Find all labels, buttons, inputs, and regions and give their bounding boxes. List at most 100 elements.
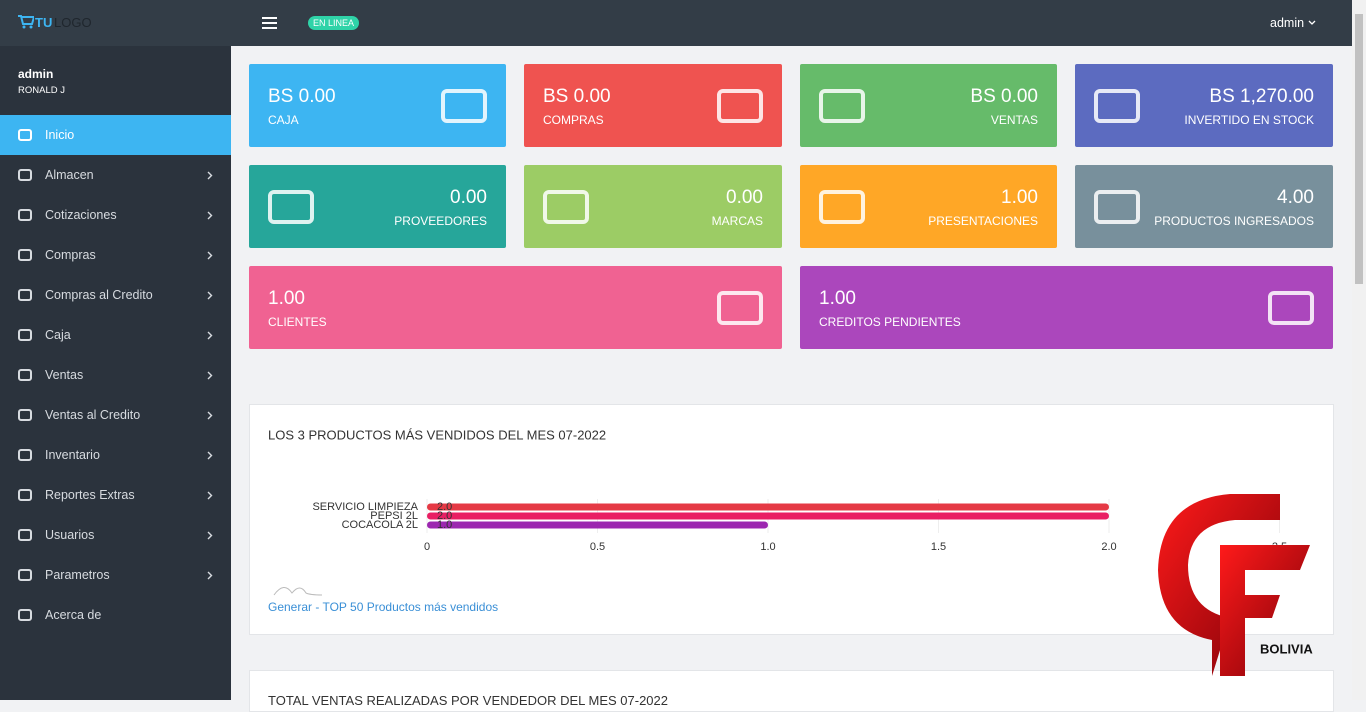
menu-label: Usuarios	[45, 528, 95, 542]
chart-link[interactable]: Generar - TOP 50 Productos más vendidos	[268, 600, 498, 614]
card-label: PROVEEDORES	[394, 214, 487, 228]
menu-item[interactable]: Compras	[0, 235, 231, 275]
stat-card[interactable]: 0.00 MARCAS	[524, 165, 782, 248]
card-icon	[268, 190, 314, 224]
stat-card[interactable]: BS 0.00 VENTAS	[800, 64, 1057, 147]
menu-item[interactable]: Almacen	[0, 155, 231, 195]
category-label: COCACOLA 2L	[342, 519, 418, 531]
menu-item[interactable]: Cotizaciones	[0, 195, 231, 235]
menu-chevron	[207, 291, 213, 300]
menu-label: Acerca de	[45, 608, 102, 622]
card-label: MARCAS	[711, 214, 763, 228]
menu-label: Inicio	[45, 128, 75, 142]
menu-label: Almacen	[45, 168, 94, 182]
card-value: 1.00	[268, 288, 305, 309]
icon-shape	[18, 169, 32, 181]
card-icon	[717, 291, 763, 325]
card-icon	[819, 89, 865, 123]
user-caret	[1308, 20, 1316, 25]
stat-card[interactable]: 1.00 CREDITOS PENDIENTES	[800, 266, 1333, 349]
menu-label: Reportes Extras	[45, 488, 135, 502]
menu-item[interactable]: Compras al Credito	[0, 275, 231, 315]
chevron	[207, 411, 213, 420]
stat-card[interactable]: BS 0.00 COMPRAS	[524, 64, 782, 147]
card-value: 0.00	[726, 187, 763, 208]
card-value: BS 0.00	[543, 86, 611, 107]
menu-item[interactable]: Inventario	[0, 435, 231, 475]
menu-label: Caja	[45, 328, 71, 342]
card-icon	[1094, 89, 1140, 123]
chevron	[207, 291, 213, 300]
menu-icon	[18, 409, 32, 421]
user-menu[interactable]: admin	[1270, 16, 1305, 30]
trend-icon	[273, 587, 323, 596]
menu-chevron	[207, 211, 213, 220]
watermark-text: BOLIVIA	[1260, 641, 1313, 656]
logo-main: TU	[35, 15, 53, 30]
menu-item[interactable]: Acerca de	[0, 595, 231, 635]
top-bar: TU LOGO EN LINEA admin	[0, 0, 1352, 46]
chevron	[207, 331, 213, 340]
menu-icon	[18, 449, 32, 461]
value-label: 2.0	[437, 510, 452, 522]
icon-shape	[1094, 89, 1140, 123]
icon-shape	[18, 409, 32, 421]
chevron	[207, 251, 213, 260]
icon-shape	[717, 89, 763, 123]
menu-item[interactable]: Ventas al Credito	[0, 395, 231, 435]
menu-icon	[18, 609, 32, 621]
scrollbar[interactable]	[1352, 0, 1366, 700]
x-tick-label: 1.5	[931, 541, 946, 553]
scroll-thumb[interactable]	[1355, 14, 1363, 284]
chevron	[207, 531, 213, 540]
menu-item[interactable]: Caja	[0, 315, 231, 355]
card-value: BS 0.00	[268, 86, 336, 107]
user-name: admin	[18, 67, 54, 81]
chart-title: LOS 3 PRODUCTOS MÁS VENDIDOS DEL MES 07-…	[268, 427, 606, 442]
menu-item[interactable]: Parametros	[0, 555, 231, 595]
chevron	[207, 371, 213, 380]
stat-card[interactable]: 1.00 PRESENTACIONES	[800, 165, 1057, 248]
icon-shape	[819, 89, 865, 123]
card-value: 1.00	[1001, 187, 1038, 208]
card-label: COMPRAS	[543, 113, 604, 127]
menu-icon	[18, 209, 32, 221]
menu-label: Inventario	[45, 448, 100, 462]
bar	[427, 521, 768, 529]
card-value: BS 0.00	[970, 86, 1038, 107]
icon-shape	[18, 129, 32, 141]
menu-label: Parametros	[45, 568, 110, 582]
icon-shape	[543, 190, 589, 224]
menu-label: Ventas	[45, 368, 84, 382]
icon-shape	[18, 449, 32, 461]
stat-card[interactable]: 4.00 PRODUCTOS INGRESADOS	[1075, 165, 1333, 248]
stat-card[interactable]: BS 1,270.00 INVERTIDO EN STOCK	[1075, 64, 1333, 147]
menu-chevron	[207, 451, 213, 460]
card-label: VENTAS	[990, 113, 1038, 127]
stat-card[interactable]: BS 0.00 CAJA	[249, 64, 506, 147]
menu-item[interactable]: Ventas	[0, 355, 231, 395]
menu-icon	[18, 529, 32, 541]
menu-item[interactable]: Usuarios	[0, 515, 231, 555]
menu-chevron	[207, 531, 213, 540]
menu-icon	[18, 569, 32, 581]
menu-icon	[18, 129, 32, 141]
card-label: CREDITOS PENDIENTES	[819, 315, 961, 329]
next-panel-title: TOTAL VENTAS REALIZADAS POR VENDEDOR DEL…	[268, 693, 668, 708]
card-label: CAJA	[268, 113, 299, 127]
x-tick-label: 0.5	[590, 541, 605, 553]
menu-toggle[interactable]	[262, 17, 277, 29]
card-icon	[1094, 190, 1140, 224]
x-tick-label: 2.0	[1101, 541, 1116, 553]
icon-shape	[18, 329, 32, 341]
chart-panel: LOS 3 PRODUCTOS MÁS VENDIDOS DEL MES 07-…	[249, 404, 1334, 635]
menu-label: Cotizaciones	[45, 208, 117, 222]
menu-item[interactable]: Inicio	[0, 115, 231, 155]
bar	[427, 503, 1109, 511]
menu-item[interactable]: Reportes Extras	[0, 475, 231, 515]
card-icon	[717, 89, 763, 123]
stat-card[interactable]: 1.00 CLIENTES	[249, 266, 782, 349]
watermark: BOLIVIA	[1158, 494, 1313, 676]
stat-card[interactable]: 0.00 PROVEEDORES	[249, 165, 506, 248]
